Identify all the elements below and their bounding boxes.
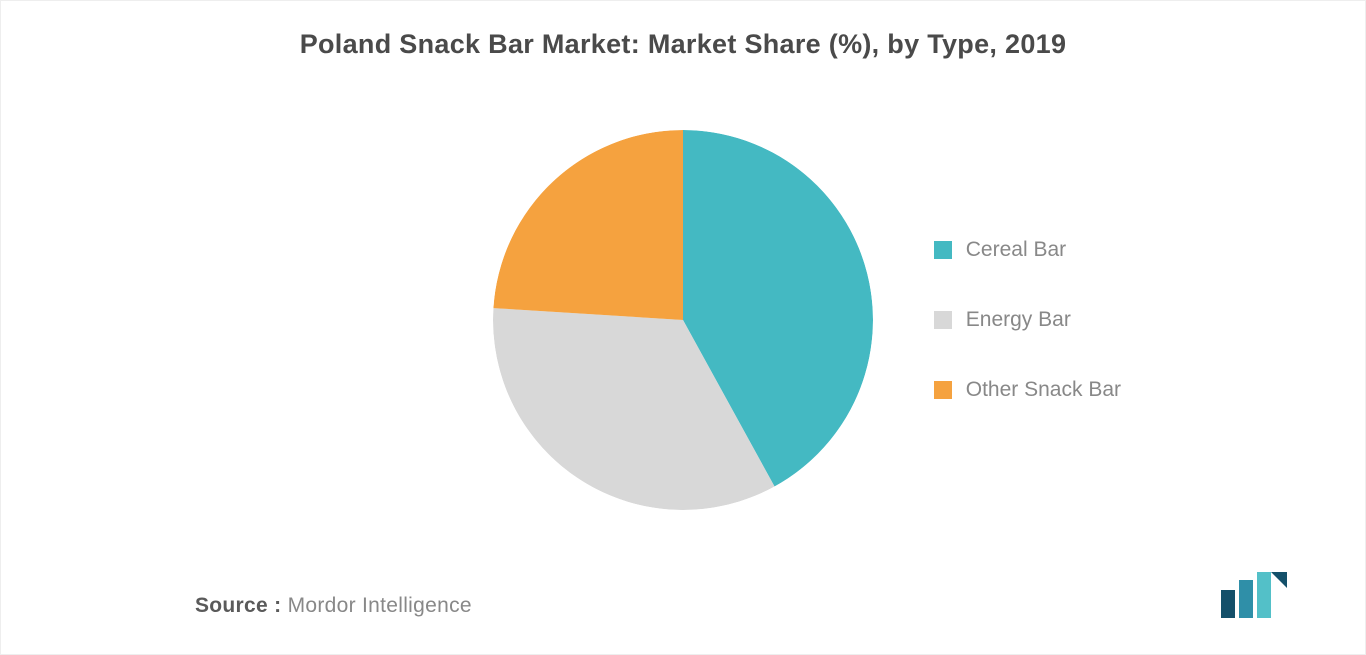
legend-item-other: Other Snack Bar bbox=[934, 378, 1121, 402]
source-line: Source : Mordor Intelligence bbox=[65, 594, 472, 618]
legend-swatch-icon bbox=[934, 241, 952, 259]
pie-chart bbox=[493, 130, 873, 510]
footer: Source : Mordor Intelligence bbox=[65, 568, 1301, 618]
legend-item-cereal: Cereal Bar bbox=[934, 238, 1121, 262]
legend-swatch-icon bbox=[934, 311, 952, 329]
mordor-logo-icon bbox=[1217, 572, 1291, 618]
legend-item-energy: Energy Bar bbox=[934, 308, 1121, 332]
legend: Cereal Bar Energy Bar Other Snack Bar bbox=[934, 238, 1121, 402]
source-label: Source : bbox=[195, 594, 281, 617]
pie-svg bbox=[493, 130, 873, 510]
legend-label: Cereal Bar bbox=[966, 238, 1066, 262]
chart-title: Poland Snack Bar Market: Market Share (%… bbox=[65, 29, 1301, 60]
legend-label: Energy Bar bbox=[966, 308, 1071, 332]
source-value: Mordor Intelligence bbox=[288, 594, 472, 617]
legend-label: Other Snack Bar bbox=[966, 378, 1121, 402]
pie-slice bbox=[493, 130, 683, 320]
chart-container: Poland Snack Bar Market: Market Share (%… bbox=[0, 0, 1366, 655]
chart-row: Cereal Bar Energy Bar Other Snack Bar bbox=[65, 72, 1301, 568]
legend-swatch-icon bbox=[934, 381, 952, 399]
